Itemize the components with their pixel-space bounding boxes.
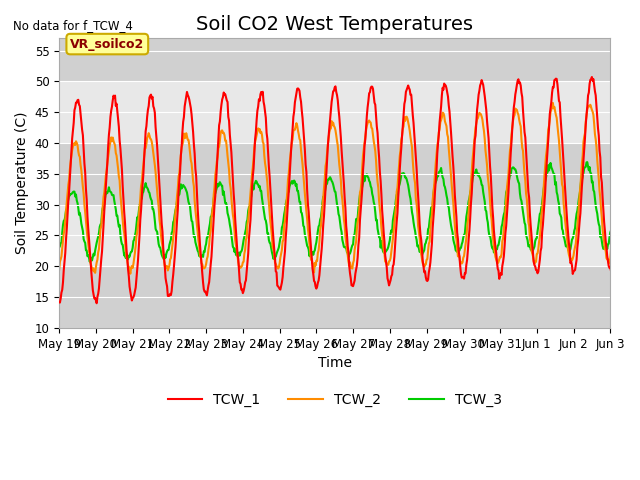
- TCW_1: [447, 130, 455, 136]
- TCW_3: [233, 252, 241, 258]
- TCW_2: [233, 247, 241, 253]
- TCW_3: [584, 159, 591, 165]
- TCW_2: [55, 267, 63, 273]
- TCW_1: [262, 115, 269, 120]
- TCW_1: [125, 273, 132, 279]
- Title: Soil CO2 West Temperatures: Soil CO2 West Temperatures: [196, 15, 473, 34]
- TCW_1: [55, 300, 63, 305]
- TCW_2: [127, 271, 134, 276]
- TCW_3: [86, 259, 93, 264]
- Bar: [59, 204, 611, 266]
- TCW_2: [623, 96, 630, 102]
- TCW_2: [124, 263, 132, 269]
- Bar: [59, 266, 611, 328]
- TCW_1: [93, 300, 100, 306]
- TCW_1: [414, 194, 422, 200]
- Text: No data for f_TCW_4: No data for f_TCW_4: [13, 19, 132, 32]
- TCW_3: [55, 245, 63, 251]
- Bar: [59, 143, 611, 204]
- TCW_1: [233, 239, 241, 245]
- Legend: TCW_1, TCW_2, TCW_3: TCW_1, TCW_2, TCW_3: [162, 387, 508, 412]
- TCW_2: [262, 165, 269, 171]
- X-axis label: Time: Time: [317, 356, 352, 370]
- TCW_2: [284, 177, 292, 182]
- TCW_2: [447, 173, 455, 179]
- TCW_3: [262, 217, 269, 223]
- Bar: [59, 20, 611, 82]
- TCW_3: [447, 222, 455, 228]
- Bar: [59, 82, 611, 143]
- TCW_3: [414, 242, 422, 248]
- TCW_3: [125, 253, 132, 259]
- TCW_2: [414, 223, 422, 229]
- Line: TCW_3: TCW_3: [59, 162, 640, 262]
- Y-axis label: Soil Temperature (C): Soil Temperature (C): [15, 112, 29, 254]
- TCW_3: [284, 190, 292, 195]
- Line: TCW_1: TCW_1: [59, 75, 640, 303]
- Line: TCW_2: TCW_2: [59, 99, 640, 274]
- Text: VR_soilco2: VR_soilco2: [70, 37, 145, 50]
- TCW_1: [625, 72, 632, 78]
- TCW_1: [284, 199, 292, 204]
